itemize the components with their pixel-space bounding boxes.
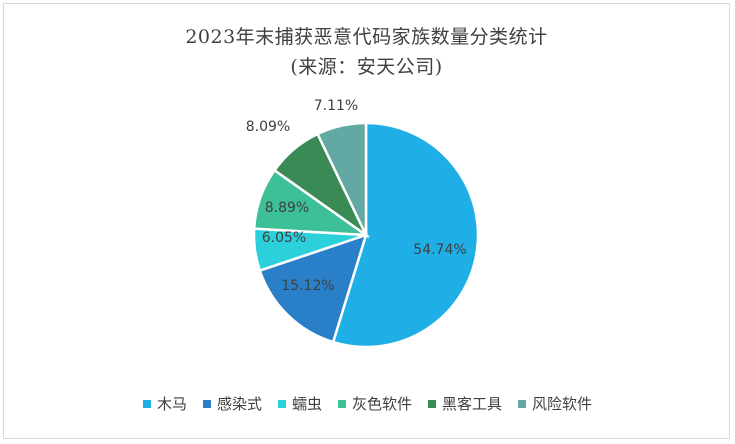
legend-item-1: 感染式 — [202, 393, 262, 414]
legend-item-2: 蠕虫 — [277, 393, 322, 414]
title-block: 2023年末捕获恶意代码家族数量分类统计 (来源：安天公司) — [4, 22, 729, 82]
legend-swatch-0 — [142, 399, 151, 408]
legend-item-5: 风险软件 — [518, 393, 592, 414]
data-label-0: 54.74% — [413, 242, 466, 258]
legend: 木马 感染式 蠕虫 灰色软件 黑客工具 风险软件 — [0, 393, 735, 414]
data-label-1: 15.12% — [281, 278, 334, 294]
legend-label-0: 木马 — [156, 395, 187, 413]
legend-swatch-5 — [518, 399, 527, 408]
data-label-3: 8.89% — [265, 200, 309, 216]
legend-item-0: 木马 — [142, 393, 187, 414]
legend-swatch-3 — [338, 399, 346, 408]
legend-item-4: 黑客工具 — [428, 393, 502, 414]
legend-swatch-1 — [202, 399, 211, 408]
pie-slice-5 — [315, 121, 368, 236]
legend-item-3: 灰色软件 — [338, 393, 412, 414]
legend-label-4: 黑客工具 — [442, 395, 503, 413]
legend-label-3: 灰色软件 — [352, 395, 413, 413]
legend-label-5: 风险软件 — [532, 395, 593, 413]
legend-label-1: 感染式 — [216, 395, 262, 413]
legend-swatch-4 — [428, 399, 437, 408]
data-label-5: 7.11% — [314, 98, 358, 114]
chart-subtitle: (来源：安天公司) — [290, 56, 443, 78]
legend-label-2: 蠕虫 — [291, 395, 322, 413]
data-label-2: 6.05% — [262, 230, 306, 246]
chart-title: 2023年末捕获恶意代码家族数量分类统计 — [185, 26, 548, 48]
legend-swatch-2 — [277, 399, 286, 408]
data-label-4: 8.09% — [246, 119, 290, 135]
pie-slice-0 — [331, 121, 480, 349]
